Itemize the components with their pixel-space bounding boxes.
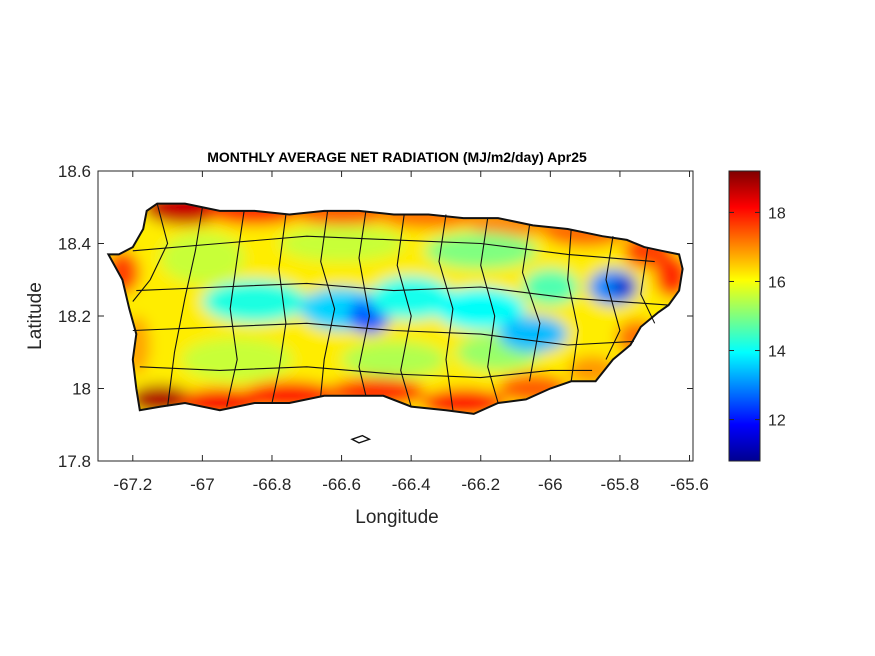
- municipality-boundary: [358, 210, 370, 396]
- y-tick-label: 17.8: [58, 452, 91, 471]
- municipality-boundary: [396, 214, 412, 407]
- x-tick-label: -65.6: [670, 475, 709, 494]
- colorbar-tick-label: 16: [768, 274, 786, 291]
- field-blob: [611, 277, 636, 297]
- x-tick-label: -66.6: [322, 475, 361, 494]
- municipality-boundary: [640, 247, 656, 324]
- x-tick-label: -66.4: [392, 475, 431, 494]
- municipality-boundary: [132, 322, 634, 346]
- municipality-boundary: [167, 207, 203, 407]
- y-axis-label: Latitude: [25, 282, 46, 350]
- x-axis: -67.2 -67 -66.8 -66.6 -66.4 -66.2 -66 -65.8 -65.…: [113, 171, 709, 494]
- municipality-boundary: [271, 214, 287, 404]
- y-tick-label: 18.6: [58, 162, 91, 181]
- x-tick-label: -67: [190, 475, 215, 494]
- chart-title: MONTHLY AVERAGE NET RADIATION (MJ/m2/day…: [207, 149, 587, 165]
- field-blob: [522, 268, 579, 306]
- y-tick-label: 18.2: [58, 307, 91, 326]
- municipality-boundary: [480, 218, 499, 404]
- x-tick-label: -67.2: [113, 475, 152, 494]
- colorbar-tick-label: 18: [768, 205, 786, 222]
- x-axis-label: Longitude: [355, 507, 438, 528]
- field-blob: [279, 225, 405, 262]
- field-blob: [160, 232, 245, 284]
- field-blob: [498, 316, 568, 353]
- field-blob: [202, 279, 307, 324]
- colorbar-tick-label: 14: [768, 344, 786, 361]
- x-tick-label: -66: [538, 475, 563, 494]
- island-coastline: [106, 202, 684, 415]
- municipality-boundary: [320, 210, 336, 396]
- municipality-boundary: [139, 366, 593, 379]
- y-tick-label: 18: [72, 380, 91, 399]
- y-tick-label: 18.4: [58, 235, 91, 254]
- x-tick-label: -65.8: [601, 475, 640, 494]
- field-blob: [425, 232, 537, 269]
- colorbar-ticks: 12 14 16 18: [729, 205, 786, 430]
- x-tick-label: -66.8: [253, 475, 292, 494]
- colorbar: [728, 170, 761, 462]
- municipality-boundaries: [132, 203, 669, 411]
- municipality-boundary: [136, 282, 669, 306]
- colorbar-tick-label: 12: [768, 413, 786, 430]
- field-blob: [369, 276, 454, 320]
- field-blob: [341, 341, 446, 378]
- field-blob: [143, 203, 227, 226]
- field-blob: [435, 287, 526, 331]
- y-axis: 17.8 18 18.2 18.4 18.6: [58, 162, 693, 471]
- islet: [350, 434, 372, 444]
- municipality-boundary: [132, 235, 655, 263]
- x-tick-label: -66.2: [461, 475, 500, 494]
